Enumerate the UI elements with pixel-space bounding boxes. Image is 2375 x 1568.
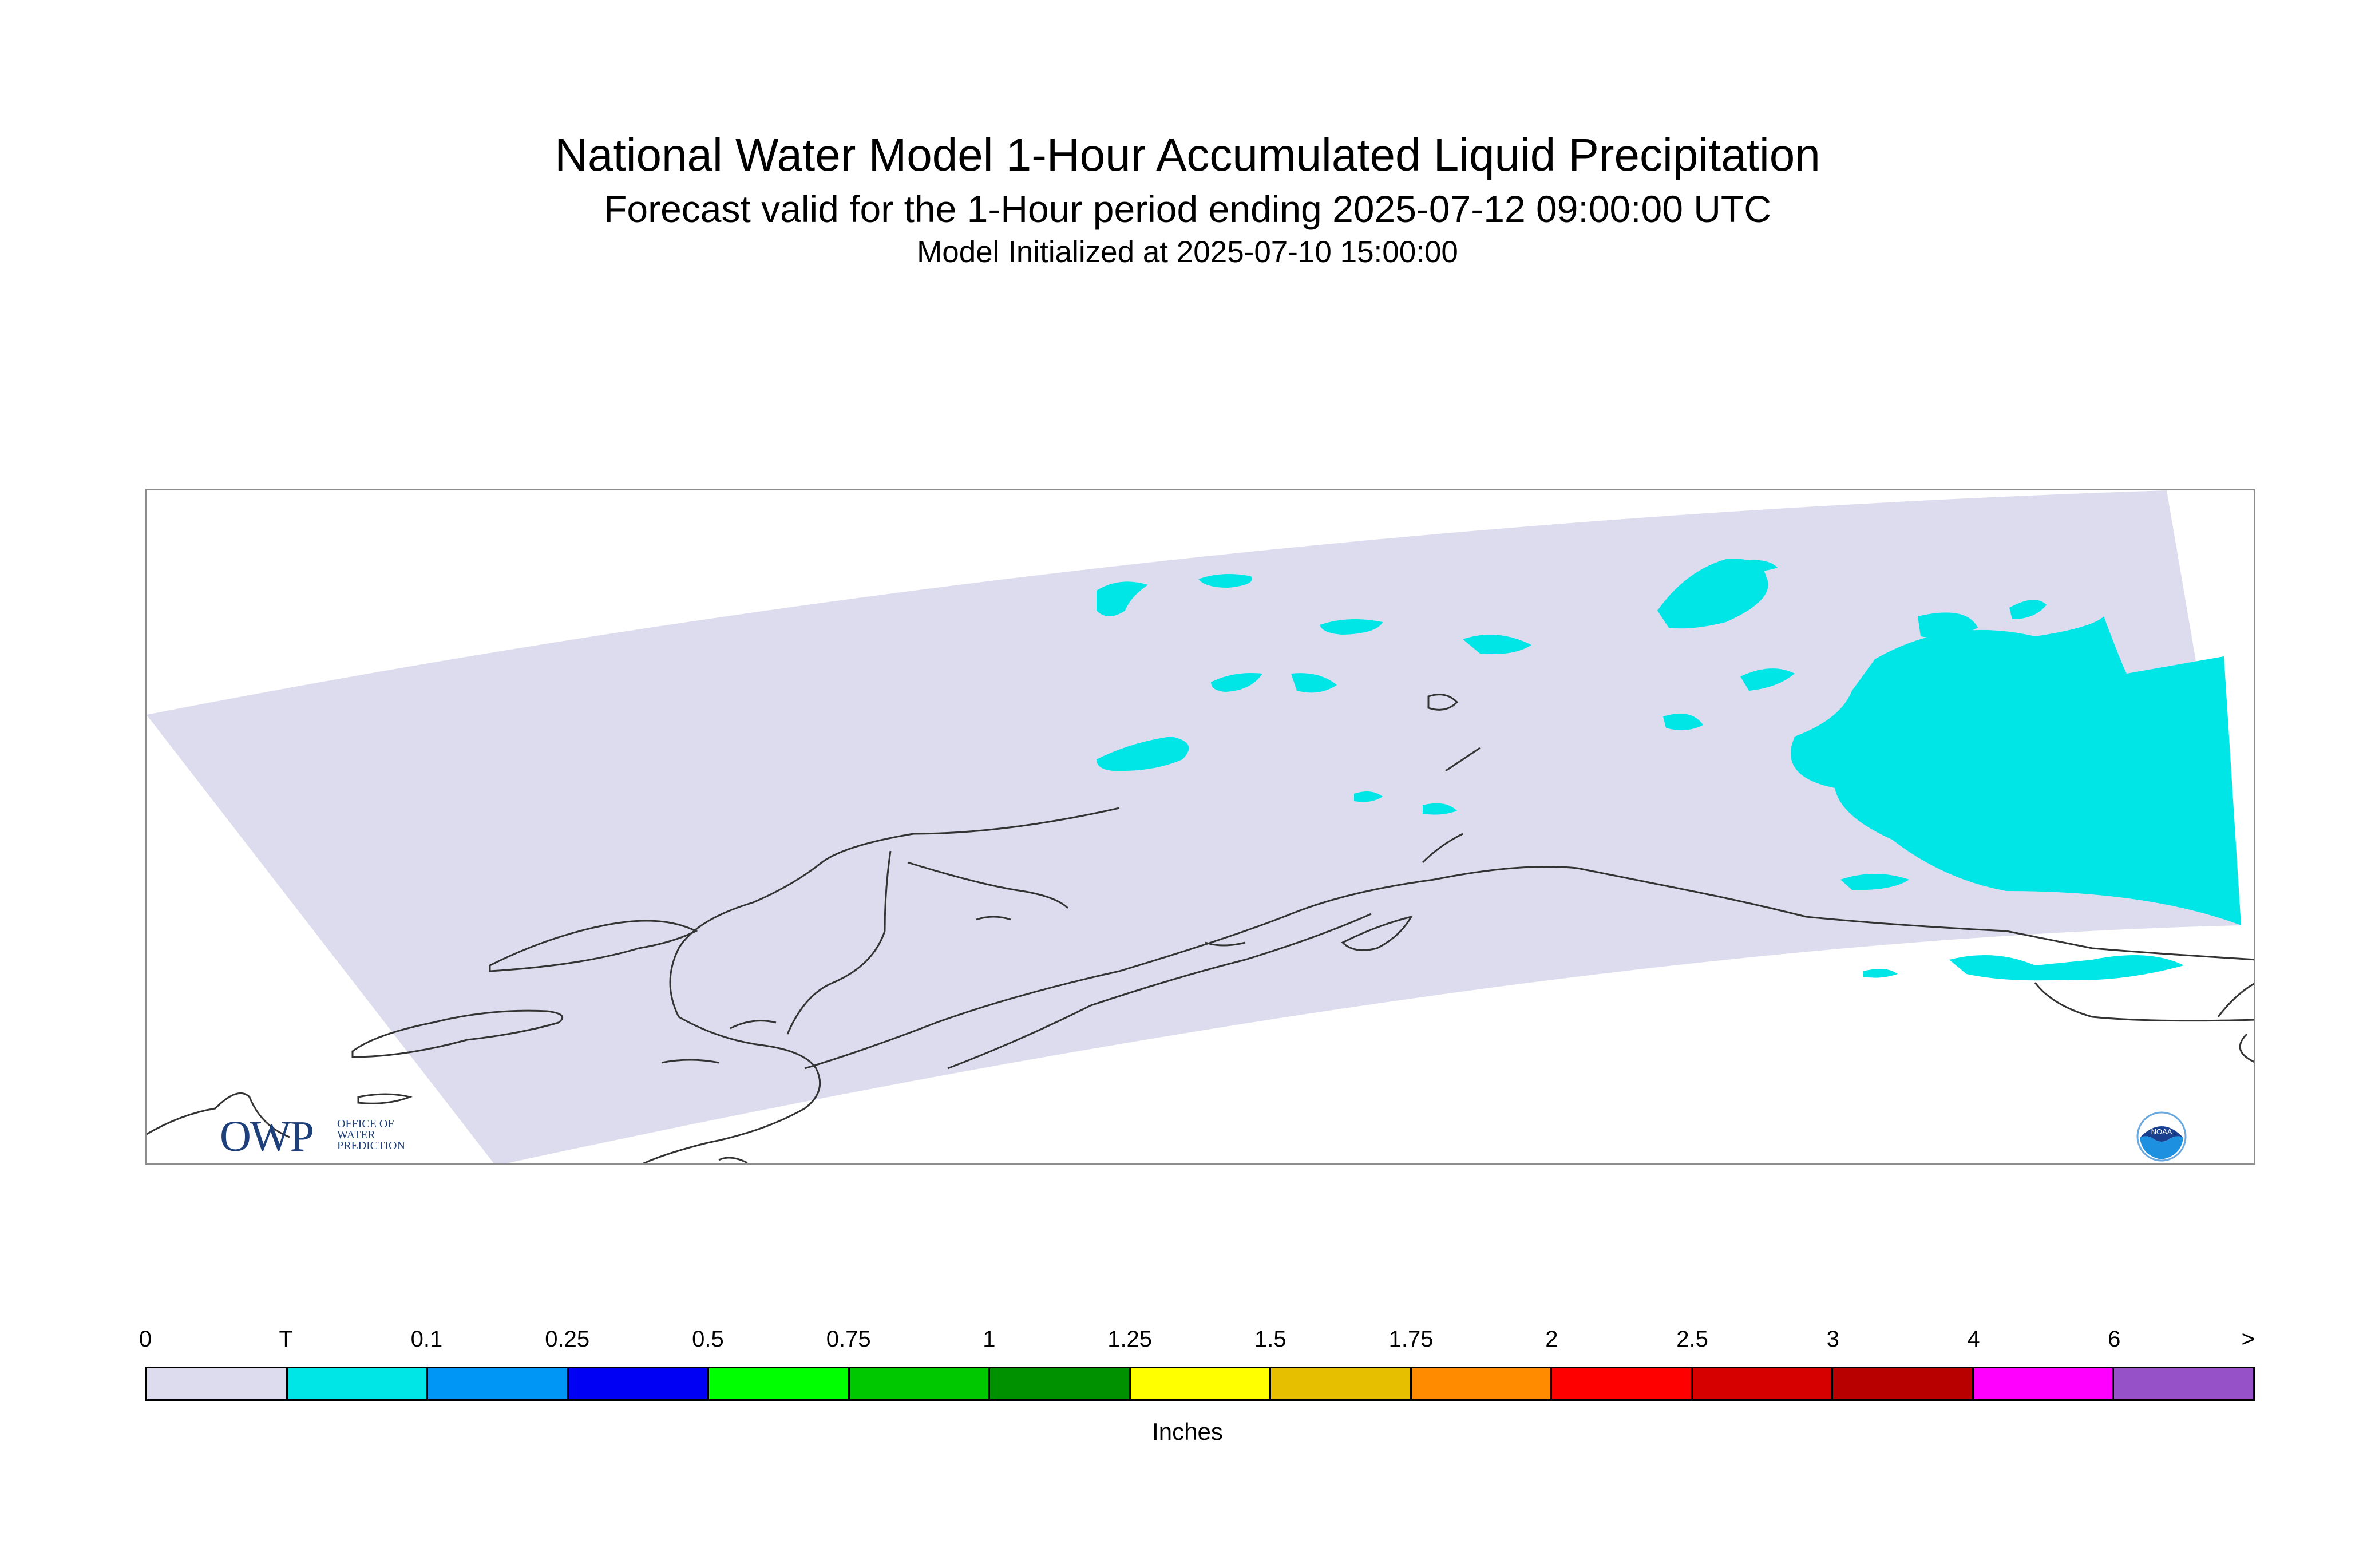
legend-swatch-11	[1692, 1368, 1834, 1399]
legend-swatch-12	[1833, 1368, 1974, 1399]
forecast-subtitle: Forecast valid for the 1-Hour period end…	[604, 188, 1771, 230]
legend-swatch-1	[287, 1368, 429, 1399]
legend-tick-5: 0.75	[826, 1327, 871, 1352]
noaa-text: NOAA	[2151, 1127, 2172, 1136]
legend-tick-labels: 0 T 0.1 0.25 0.5 0.75 1 1.25 1.5 1.75 2 2.5 3 4 6 >	[139, 1327, 2255, 1361]
legend-swatch-14	[2114, 1368, 2253, 1399]
owp-line2: WATER	[337, 1129, 375, 1141]
model-init-time: Model Initialized at 2025-07-10 15:00:00	[917, 235, 1458, 269]
precipitation-map: OWP OFFICE OF WATER PREDICTION NOAA	[145, 489, 2255, 1165]
legend-tick-3: 0.25	[545, 1327, 590, 1352]
coastline	[147, 694, 2254, 1163]
legend-swatch-7	[1130, 1368, 1272, 1399]
legend-tick-12: 3	[1826, 1327, 1839, 1352]
legend-swatch-9	[1411, 1368, 1553, 1399]
noaa-logo: NOAA	[2136, 1111, 2187, 1162]
legend-swatch-8	[1271, 1368, 1412, 1399]
legend-tick-1: T	[279, 1327, 293, 1352]
legend-swatch-4	[709, 1368, 850, 1399]
legend-tick-4: 0.5	[692, 1327, 724, 1352]
precipitation-areas	[1097, 559, 2241, 981]
legend-swatch-13	[1973, 1368, 2115, 1399]
map-canvas	[147, 490, 2254, 1163]
legend-tick-11: 2.5	[1676, 1327, 1708, 1352]
legend-tick-14: 6	[2108, 1327, 2121, 1352]
legend-color-bar	[145, 1367, 2255, 1401]
owp-logo: OWP OFFICE OF WATER PREDICTION	[220, 1112, 414, 1161]
legend-swatch-6	[990, 1368, 1131, 1399]
legend-tick-13: 4	[1967, 1327, 1980, 1352]
legend-unit: Inches	[1152, 1418, 1223, 1445]
owp-letters: OWP	[220, 1112, 314, 1161]
map-title: National Water Model 1-Hour Accumulated …	[555, 129, 1820, 180]
legend-tick-10: 2	[1545, 1327, 1558, 1352]
owp-name: OFFICE OF WATER PREDICTION	[337, 1118, 411, 1152]
legend-tick-2: 0.1	[410, 1327, 443, 1352]
legend-tick-15: >	[2241, 1327, 2255, 1352]
legend-swatch-2	[428, 1368, 569, 1399]
legend-tick-0: 0	[138, 1327, 152, 1352]
owp-line1: OFFICE OF	[337, 1118, 394, 1130]
legend-tick-8: 1.5	[1254, 1327, 1287, 1352]
legend-swatch-0	[147, 1368, 288, 1399]
model-domain	[147, 490, 2241, 1163]
owp-line3: PREDICTION	[337, 1139, 405, 1152]
legend-swatch-3	[568, 1368, 710, 1399]
legend-swatch-5	[849, 1368, 991, 1399]
legend-tick-9: 1.75	[1388, 1327, 1434, 1352]
legend-swatch-10	[1552, 1368, 1693, 1399]
legend-tick-7: 1.25	[1107, 1327, 1153, 1352]
legend-tick-6: 1	[983, 1327, 996, 1352]
